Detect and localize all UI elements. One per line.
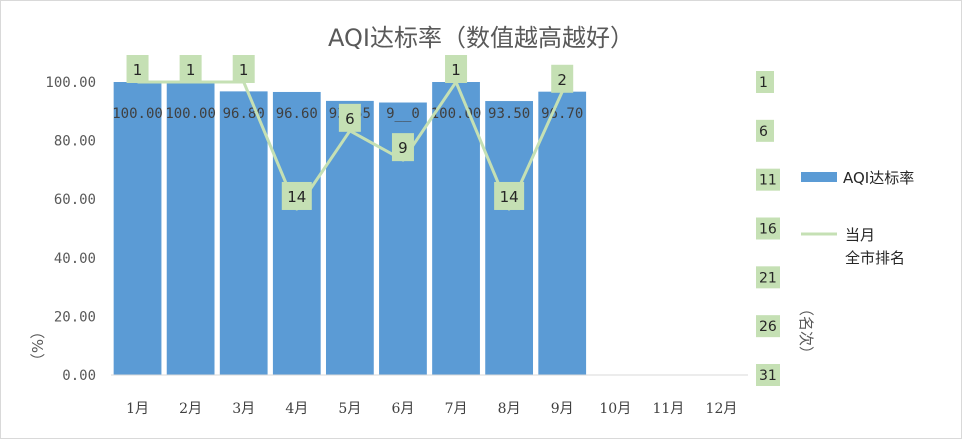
category-label: 8月 <box>498 401 521 417</box>
legend: AQI达标率 当月 全市排名 <box>801 169 914 267</box>
rank-value-label: 1 <box>451 61 461 79</box>
bar-value-label: 9__0 <box>386 106 420 122</box>
left-tick-label: 0.00 <box>62 368 96 384</box>
bar <box>272 91 321 375</box>
rank-value-label: 6 <box>345 110 355 128</box>
category-label: 5月 <box>338 401 361 417</box>
rank-label-bg <box>338 103 361 132</box>
right-tick-label: 21 <box>759 270 777 286</box>
rank-value-label: 2 <box>557 71 567 89</box>
bar <box>432 82 480 375</box>
rank-label-bg <box>494 181 525 210</box>
right-tick-bg <box>756 364 780 386</box>
bar <box>325 100 374 375</box>
right-tick-label: 16 <box>759 222 777 238</box>
rank-value-label: 1 <box>133 61 143 79</box>
right-tick-bg <box>756 217 780 240</box>
category-label: 1月 <box>126 401 149 417</box>
bar-value-label: 100.00 <box>112 106 163 122</box>
rank-label-bg <box>179 55 202 83</box>
legend-swatch-bar <box>801 172 837 182</box>
category-label: 7月 <box>445 401 468 417</box>
left-tick-label: 80.00 <box>54 134 96 150</box>
rank-value-label: 1 <box>239 61 249 79</box>
right-tick-bg <box>756 266 780 289</box>
left-tick-label: 60.00 <box>54 192 96 208</box>
right-tick-label: 1 <box>759 75 768 91</box>
rank-label-bg <box>551 64 574 93</box>
bar <box>485 101 534 376</box>
rank-value-label: 9 <box>398 139 408 157</box>
category-label: 2月 <box>179 401 202 417</box>
chart-title: AQI达标率（数值越高越好） <box>328 24 634 52</box>
bar-value-label: 96.60 <box>276 106 318 122</box>
rank-value-label: 14 <box>287 188 306 206</box>
right-tick-label: 31 <box>759 368 777 384</box>
left-axis-title: （%） <box>29 324 47 368</box>
bar <box>538 91 587 375</box>
legend-line-label-2: 全市排名 <box>845 249 905 267</box>
right-tick-label: 26 <box>759 319 777 335</box>
left-tick-label: 100.00 <box>45 75 96 91</box>
rank-label-bg <box>232 55 255 83</box>
rank-label-bg <box>126 55 149 83</box>
rank-label-bg <box>281 181 312 210</box>
legend-line-label-1: 当月 <box>845 226 875 244</box>
rank-label-bg <box>391 133 414 162</box>
right-tick-bg <box>756 119 774 142</box>
bar <box>113 82 162 375</box>
category-label: 12月 <box>706 401 738 417</box>
legend-bar-label: AQI达标率 <box>843 169 914 187</box>
category-label: 11月 <box>652 401 684 417</box>
left-axis-ticks: 0.00 20.00 40.00 60.00 80.00 100.00 <box>45 75 96 384</box>
bar-value-label: 100.00 <box>165 106 216 122</box>
rank-value-label: 14 <box>500 188 519 206</box>
right-tick-label: 6 <box>759 124 768 140</box>
rank-value-label: 1 <box>186 61 196 79</box>
right-tick-label: 11 <box>759 173 777 189</box>
bar-value-label: 96.70 <box>541 106 583 122</box>
left-tick-label: 20.00 <box>54 309 96 325</box>
left-tick-label: 40.00 <box>54 251 96 267</box>
right-axis-title: （名次） <box>797 301 815 361</box>
bar <box>166 82 215 375</box>
right-tick-bg <box>756 71 774 93</box>
rank-label-bg <box>445 55 468 83</box>
category-label: 6月 <box>391 401 414 417</box>
rank-data-labels: 1 1 1 14 6 9 1 14 2 <box>126 55 574 210</box>
category-label: 10月 <box>599 401 631 417</box>
category-label: 4月 <box>285 401 308 417</box>
right-tick-bg <box>756 168 780 191</box>
category-label: 3月 <box>232 401 255 417</box>
bar <box>219 91 268 375</box>
right-tick-bg <box>756 315 780 338</box>
bar-series <box>113 82 587 376</box>
category-labels: 1月 2月 3月 4月 5月 6月 7月 8月 9月 10月 11月 12月 <box>126 401 737 417</box>
bar-value-label: 93.50 <box>488 106 530 122</box>
category-label: 9月 <box>551 401 574 417</box>
